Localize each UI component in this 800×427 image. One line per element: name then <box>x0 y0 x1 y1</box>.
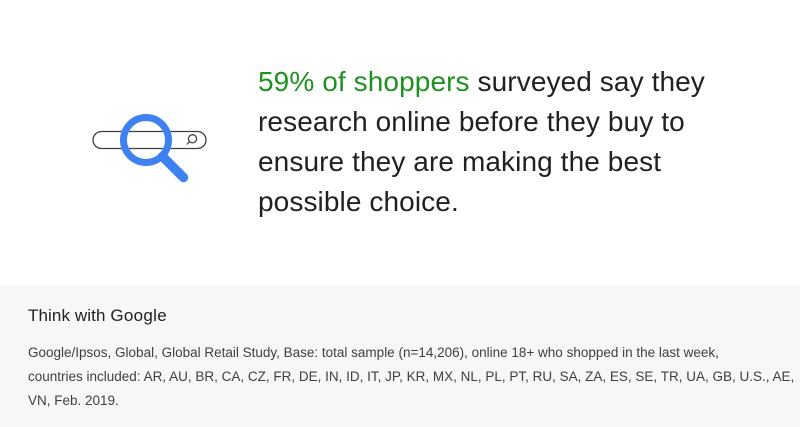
statistic-line1-rest: surveyed say they <box>469 66 705 97</box>
statistic-line: 59% of shoppers surveyed say they <box>258 62 705 102</box>
source-line: VN, Feb. 2019. <box>28 393 119 408</box>
think-with-google-logo: Think with Google <box>28 305 772 327</box>
google-wordmark: Google <box>110 306 167 325</box>
statistic-text: 59% of shoppers surveyed say they resear… <box>258 62 705 222</box>
footer-section: Think with Google Google/Ipsos, Global, … <box>0 285 800 427</box>
search-bar-pill <box>92 130 207 150</box>
statistic-line: possible choice. <box>258 186 459 217</box>
hero-section: 59% of shoppers surveyed say they resear… <box>92 62 705 222</box>
magnifying-glass-icon <box>120 114 189 183</box>
source-line: countries included: AR, AU, BR, CA, CZ, … <box>28 369 795 384</box>
brand-prefix: Think with <box>28 306 106 325</box>
search-bar-magnifier-icon <box>92 114 207 183</box>
source-line: Google/Ipsos, Global, Global Retail Stud… <box>28 345 719 360</box>
source-citation: Google/Ipsos, Global, Global Retail Stud… <box>28 341 795 413</box>
statistic-line: research online before they buy to <box>258 106 685 137</box>
statistic-line: ensure they are making the best <box>258 146 662 177</box>
statistic-highlight: 59% of shoppers <box>258 66 470 97</box>
small-search-icon <box>186 134 198 145</box>
